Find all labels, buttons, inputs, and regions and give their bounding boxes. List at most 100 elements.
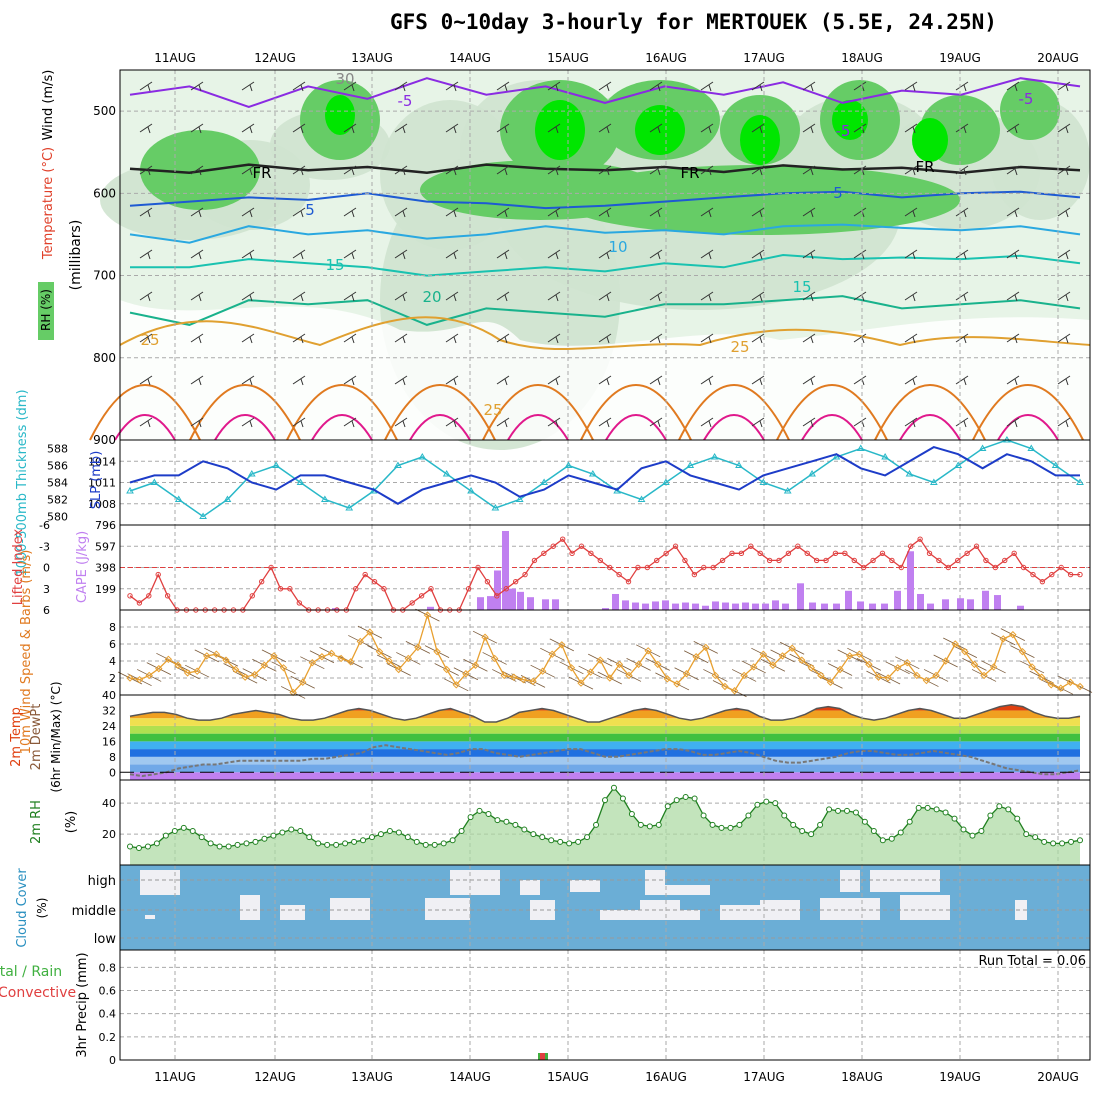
- wind-barb: [1057, 417, 1071, 428]
- contour-label: -5: [836, 122, 851, 140]
- rh-marker: [897, 829, 904, 836]
- contour-label: FR: [252, 164, 271, 182]
- y-tick-label: 584: [47, 477, 68, 490]
- cape-bar: [833, 603, 840, 610]
- rh-axis-label: RH (%): [39, 289, 53, 331]
- li-marker: [889, 557, 895, 564]
- isotherm-30: [678, 384, 790, 441]
- y-tick-label: 0: [43, 562, 50, 575]
- y-tick-label: 0.6: [99, 985, 117, 998]
- wind-marker: [740, 671, 748, 680]
- cape-bar: [642, 603, 649, 610]
- series-slp: [129, 446, 1080, 505]
- rh-marker: [297, 828, 304, 834]
- isotherm-15: [130, 253, 1081, 277]
- thickness-marker: [126, 487, 134, 494]
- rh-marker: [655, 821, 662, 828]
- isotherm-35: [311, 414, 373, 441]
- temp-bands: [130, 704, 1080, 780]
- slp-axis-label: SLP (mb): [89, 451, 104, 510]
- li-marker: [1049, 571, 1055, 578]
- cloud-block: [240, 895, 260, 920]
- rh-marker: [637, 821, 644, 828]
- wind-barb: [955, 81, 969, 92]
- wind-barb: [394, 417, 408, 428]
- isotherm-35: [114, 414, 176, 441]
- wind-marker: [903, 658, 911, 667]
- wind-marker: [730, 687, 739, 695]
- wind-marker: [606, 674, 614, 682]
- wind-marker: [318, 653, 326, 661]
- y-tick-label: 8: [109, 751, 116, 764]
- wind-barb: [955, 375, 969, 386]
- li-marker: [682, 557, 688, 564]
- rh-marker: [1032, 834, 1039, 841]
- date-label-bottom: 16AUG: [645, 1070, 687, 1084]
- cape-bar: [632, 602, 639, 610]
- rh-marker: [485, 811, 492, 817]
- rh-marker: [279, 829, 286, 836]
- rh-marker: [135, 845, 142, 851]
- thickness-marker: [564, 461, 573, 468]
- cape-bar: [722, 602, 729, 610]
- wind-marker: [1076, 682, 1084, 691]
- rh-marker: [924, 804, 931, 811]
- thickness-marker: [588, 470, 597, 477]
- cape-bar: [542, 599, 549, 610]
- wind-marker: [999, 635, 1007, 643]
- wind-marker: [961, 647, 969, 656]
- y-tick-label: 6: [109, 638, 116, 651]
- cape-bar: [894, 590, 901, 610]
- rh-marker: [933, 806, 940, 813]
- li-marker: [578, 543, 585, 549]
- wind-barb: [139, 375, 153, 386]
- thickness-marker: [174, 495, 183, 502]
- wind-barb: [547, 375, 561, 386]
- li-marker: [992, 564, 999, 571]
- panel-precip-frame: [119, 949, 1091, 1061]
- rh-marker: [521, 826, 528, 833]
- li-marker: [155, 571, 161, 578]
- li-marker: [249, 593, 255, 599]
- isotherm-20: [129, 295, 1081, 326]
- temp-band: [130, 733, 1080, 742]
- thickness-marker: [1076, 478, 1084, 485]
- pressure-axis-label: (millibars): [68, 220, 84, 291]
- wind-barb: [955, 249, 969, 260]
- wind-marker: [510, 673, 518, 681]
- rh-marker: [870, 828, 877, 834]
- cloud-block: [520, 880, 540, 895]
- isotherm-30: [482, 384, 594, 441]
- contour-label: -5: [398, 92, 413, 110]
- wind-marker: [778, 652, 787, 660]
- wind-barb: [1006, 207, 1020, 218]
- temp-band: [130, 749, 1080, 757]
- wind-marker: [845, 652, 854, 660]
- temp-band: [130, 718, 1080, 726]
- wind-barb: [1006, 123, 1020, 134]
- wind-barb: [802, 333, 816, 344]
- wind-barb: [241, 291, 255, 302]
- wind-marker: [750, 663, 758, 671]
- rh-marker: [548, 837, 555, 844]
- rh-marker: [386, 828, 393, 834]
- rh-region-saturated: [912, 118, 948, 162]
- li-marker: [1020, 564, 1027, 571]
- cape-bar: [942, 599, 949, 610]
- thickness-marker: [954, 461, 963, 468]
- wind-marker: [519, 675, 528, 684]
- rh-marker: [852, 809, 859, 816]
- wind-barb: [394, 207, 408, 218]
- wind-marker: [807, 664, 816, 672]
- series-wind-speed: [129, 612, 1081, 694]
- li-marker: [381, 586, 387, 592]
- wind-axis-label: Wind (m/s): [41, 70, 56, 141]
- wind-marker: [299, 678, 307, 686]
- date-label-top: 12AUG: [254, 51, 296, 65]
- contour-label: 30: [335, 70, 354, 88]
- li-marker: [654, 557, 660, 564]
- wind-marker: [989, 663, 998, 671]
- wind-barb: [598, 249, 612, 260]
- wind-barb: [1057, 333, 1071, 344]
